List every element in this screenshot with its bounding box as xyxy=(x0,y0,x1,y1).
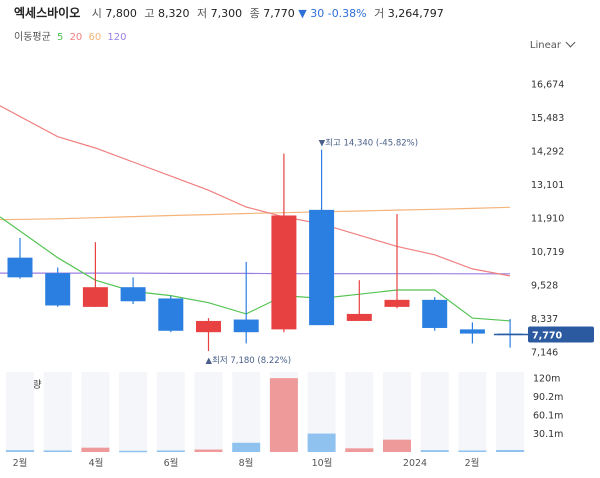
ma-60-label: 60 xyxy=(88,32,102,43)
ma-120-label: 120 xyxy=(107,32,127,43)
x-axis-label: 8월 xyxy=(239,457,254,469)
price-tick-label: 10,719 xyxy=(531,247,564,258)
x-axis-label: 4월 xyxy=(89,457,104,469)
candle-body xyxy=(120,287,146,302)
ma-20-label: 20 xyxy=(69,32,83,43)
volume-bar xyxy=(269,378,298,452)
volume-bar xyxy=(307,433,336,452)
candle-body xyxy=(271,215,297,330)
x-axis-label: 6월 xyxy=(164,457,179,469)
volume-bar xyxy=(232,442,261,452)
price-tick-label: 8,337 xyxy=(531,314,558,325)
volume-column-bg xyxy=(119,372,148,452)
volume-bar xyxy=(194,449,223,452)
x-axis-label: 2월 xyxy=(465,457,480,469)
candle-body xyxy=(45,273,71,306)
price-tick-label: 16,674 xyxy=(531,80,564,91)
low-label: 저 xyxy=(197,7,208,20)
volume-bar xyxy=(345,448,374,452)
price-tick-label: 14,292 xyxy=(531,147,564,158)
ma20-line xyxy=(0,105,511,277)
volume-column-bg xyxy=(81,372,110,452)
price-tick-label: 13,101 xyxy=(531,180,564,191)
candle-body xyxy=(384,299,410,307)
volume-column-bg xyxy=(6,372,34,452)
open-label: 시 xyxy=(91,7,102,20)
close-label: 종 xyxy=(249,7,260,20)
change-percent: -0.38% xyxy=(327,7,367,20)
candle-body xyxy=(158,298,184,331)
ma-5-label: 5 xyxy=(57,32,64,43)
volume-column-bg xyxy=(383,372,411,452)
scale-selector-label: Linear xyxy=(529,40,561,51)
high-annotation: ▼최고 14,340 (-45.82%) xyxy=(319,138,418,149)
candle-body xyxy=(82,287,108,307)
price-tick-label: 9,528 xyxy=(531,281,558,292)
volume-bar xyxy=(119,450,148,453)
volume-bar xyxy=(6,450,34,452)
volume-column-bg xyxy=(156,372,185,452)
low-value: 7,300 xyxy=(210,7,243,20)
ma5-line xyxy=(0,216,511,322)
candle-body xyxy=(309,209,335,326)
high-label: 고 xyxy=(144,7,155,20)
volume-bar xyxy=(156,450,185,452)
candle-body xyxy=(196,320,221,333)
ma-legend-label: 이동평균 xyxy=(14,32,51,43)
current-price-label: 7,770 xyxy=(532,330,562,341)
volume-bar xyxy=(496,449,525,452)
volume-label: 거 xyxy=(374,7,385,20)
volume-column-bg xyxy=(345,372,374,452)
volume-tick-label: 60.1m xyxy=(533,411,563,422)
change-value: 30 xyxy=(310,7,325,20)
low-annotation: ▲최저 7,180 (8.22%) xyxy=(206,355,292,366)
volume-column-bg xyxy=(43,372,72,452)
volume-bar xyxy=(458,450,487,452)
volume-column-bg xyxy=(458,372,487,452)
change-arrow-icon: ▼ xyxy=(298,7,307,20)
candle-body xyxy=(233,319,259,333)
price-tick-label: 7,146 xyxy=(531,348,558,359)
volume-tick-label: 90.2m xyxy=(533,392,563,403)
candle-body xyxy=(459,329,485,334)
x-axis-label: 2024 xyxy=(403,458,427,469)
candle-body xyxy=(346,313,372,321)
volume-value: 3,264,797 xyxy=(387,7,444,20)
moving-average-legend[interactable]: 이동평균 5 20 60 120 xyxy=(14,28,130,43)
volume-bar xyxy=(81,447,110,452)
open-value: 7,800 xyxy=(105,7,137,20)
scale-selector[interactable]: Linear xyxy=(529,37,576,51)
price-tick-label: 15,483 xyxy=(531,113,564,124)
volume-column-bg xyxy=(496,372,525,452)
volume-bar xyxy=(383,439,411,452)
volume-column-bg xyxy=(194,372,223,452)
candle-body xyxy=(422,299,448,328)
x-axis-label: 10월 xyxy=(312,457,333,469)
high-value: 8,320 xyxy=(158,7,190,20)
volume-bar xyxy=(420,450,449,452)
volume-tick-label: 30.1m xyxy=(533,429,563,440)
volume-column-bg xyxy=(420,372,449,452)
volume-bar xyxy=(43,450,72,452)
ma60-line xyxy=(0,206,511,221)
price-tick-label: 11,910 xyxy=(531,214,564,225)
current-price-badge xyxy=(528,326,594,343)
stock-header: 엑세스바이오 시 7,800 고 8,320 저 7,300 종 7,770 ▼… xyxy=(14,4,444,21)
ma120-line xyxy=(0,272,510,275)
stock-name: 엑세스바이오 xyxy=(14,6,81,20)
candle-body xyxy=(7,257,33,278)
close-value: 7,770 xyxy=(263,7,295,20)
volume-column-bg xyxy=(232,372,261,452)
x-axis-label: 2월 xyxy=(13,457,28,469)
volume-tick-label: 120m xyxy=(533,374,560,385)
